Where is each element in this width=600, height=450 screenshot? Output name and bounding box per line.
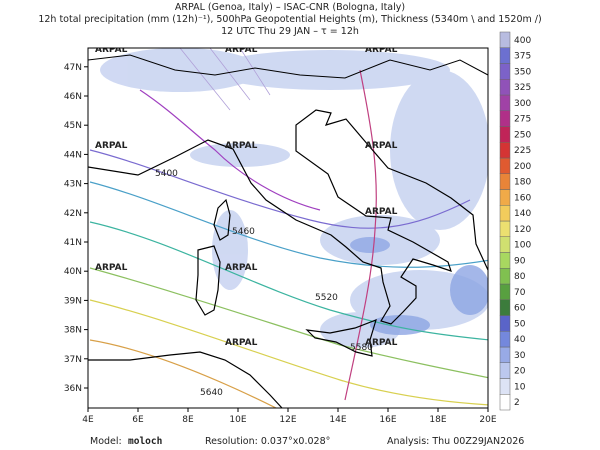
colorbar-label: 350 <box>514 67 531 77</box>
colorbar-box <box>499 47 511 64</box>
colorbar-label: 30 <box>514 351 526 361</box>
colorbar-box <box>499 283 511 300</box>
colorbar-label: 80 <box>514 272 526 282</box>
x-tick-label: 18E <box>429 415 446 425</box>
watermark: ARPAL <box>365 207 398 217</box>
x-tick-label: 6E <box>132 415 144 425</box>
colorbar-box <box>499 299 511 316</box>
y-tick-label: 39N <box>64 296 82 306</box>
y-tick-label: 37N <box>64 355 82 365</box>
colorbar-label: 2 <box>514 398 520 408</box>
watermark: ARPAL <box>95 141 128 151</box>
footer-analysis: Analysis: Thu 00Z29JAN2026 <box>387 436 524 447</box>
watermark: ARPAL <box>225 45 258 55</box>
colorbar-label: 300 <box>514 99 531 109</box>
header-line: 12h total precipitation (mm (12h)⁻¹), 50… <box>38 14 541 25</box>
colorbar-label: 225 <box>514 146 531 156</box>
contour-label: 5580 <box>350 343 373 353</box>
map-area: ARPAL ARPAL ARPAL ARPAL ARPAL ARPAL ARPAL ARPAL… <box>88 45 488 408</box>
y-tick-label: 38N <box>64 326 82 336</box>
watermark: ARPAL <box>225 263 258 273</box>
colorbar-box <box>499 394 511 411</box>
colorbar-box <box>499 142 511 159</box>
header-line: 12 UTC Thu 29 JAN – τ = 12h <box>221 26 359 37</box>
colorbar-box <box>499 252 511 269</box>
watermarks: ARPAL ARPAL ARPAL ARPAL ARPAL ARPAL ARPAL ARPAL… <box>95 45 398 348</box>
colorbar-box <box>499 236 511 253</box>
colorbar-box <box>499 63 511 80</box>
colorbar-label: 50 <box>514 319 526 329</box>
y-tick-label: 47N <box>64 63 82 73</box>
colorbar-label: 70 <box>514 288 526 298</box>
watermark: ARPAL <box>365 45 398 55</box>
watermark: ARPAL <box>225 141 258 151</box>
colorbar-box <box>499 378 511 395</box>
colorbar-label: 120 <box>514 225 531 235</box>
watermark: ARPAL <box>365 338 398 348</box>
colorbar-label: 250 <box>514 130 531 140</box>
x-tick-label: 10E <box>229 415 246 425</box>
colorbar-label: 20 <box>514 367 526 377</box>
colorbar-label: 140 <box>514 209 531 219</box>
x-tick-label: 16E <box>379 415 396 425</box>
y-tick-label: 46N <box>64 92 82 102</box>
colorbar-label: 60 <box>514 304 526 314</box>
y-tick-label: 45N <box>64 121 82 131</box>
header-line: ARPAL (Genoa, Italy) – ISAC-CNR (Bologna… <box>175 2 405 13</box>
colorbar-label: 90 <box>514 256 526 266</box>
watermark: ARPAL <box>95 45 128 55</box>
colorbar: 2 10 20 30 40 50 60 70 80 90 100 120 140 160 180 200 225… <box>499 31 531 411</box>
y-tick-label: 41N <box>64 238 82 248</box>
colorbar-label: 400 <box>514 36 531 46</box>
colorbar-box <box>499 189 511 206</box>
colorbar-box <box>499 126 511 143</box>
x-tick-label: 14E <box>329 415 346 425</box>
colorbar-label: 160 <box>514 193 531 203</box>
watermark: ARPAL <box>95 263 128 273</box>
footer-model: moloch <box>128 436 162 447</box>
colorbar-label: 40 <box>514 335 526 345</box>
x-tick-label: 4E <box>82 415 94 425</box>
x-tick-label: 8E <box>182 415 194 425</box>
colorbar-label: 325 <box>514 83 531 93</box>
contour-label: 5640 <box>200 388 223 398</box>
colorbar-box <box>499 362 511 379</box>
contour-label: 5460 <box>232 227 255 237</box>
colorbar-box <box>499 31 511 48</box>
watermark: ARPAL <box>225 338 258 348</box>
colorbar-label: 180 <box>514 178 531 188</box>
x-tick-label: 12E <box>279 415 296 425</box>
colorbar-box <box>499 220 511 237</box>
colorbar-label: 10 <box>514 382 526 392</box>
colorbar-box <box>499 205 511 222</box>
contour-label: 5400 <box>155 169 178 179</box>
colorbar-box <box>499 157 511 174</box>
y-tick-label: 43N <box>64 180 82 190</box>
contour-labels: 5400 5460 5520 5580 5640 <box>155 169 373 398</box>
colorbar-box <box>499 346 511 363</box>
colorbar-label: 275 <box>514 115 531 125</box>
colorbar-box <box>499 268 511 285</box>
contour-label: 5520 <box>315 293 338 303</box>
footer-model-label: Model: <box>90 436 122 447</box>
y-tick-label: 40N <box>64 267 82 277</box>
colorbar-box <box>499 331 511 348</box>
colorbar-box <box>499 94 511 111</box>
colorbar-label: 200 <box>514 162 531 172</box>
colorbar-box <box>499 79 511 96</box>
coastlines <box>88 54 488 408</box>
colorbar-box <box>499 173 511 190</box>
watermark: ARPAL <box>365 141 398 151</box>
y-tick-label: 42N <box>64 209 82 219</box>
x-tick-label: 20E <box>479 415 496 425</box>
axis-ticks: 4E 6E 8E 10E 12E 14E 16E 18E 20E 36N 37N 38N 39N 40N 4… <box>64 63 497 425</box>
footer-resolution: Resolution: 0.037°x0.028° <box>205 436 330 447</box>
colorbar-label: 375 <box>514 52 531 62</box>
y-tick-label: 44N <box>64 150 82 160</box>
colorbar-label: 100 <box>514 241 531 251</box>
y-tick-label: 36N <box>64 384 82 394</box>
colorbar-box <box>499 315 511 332</box>
colorbar-box <box>499 110 511 127</box>
